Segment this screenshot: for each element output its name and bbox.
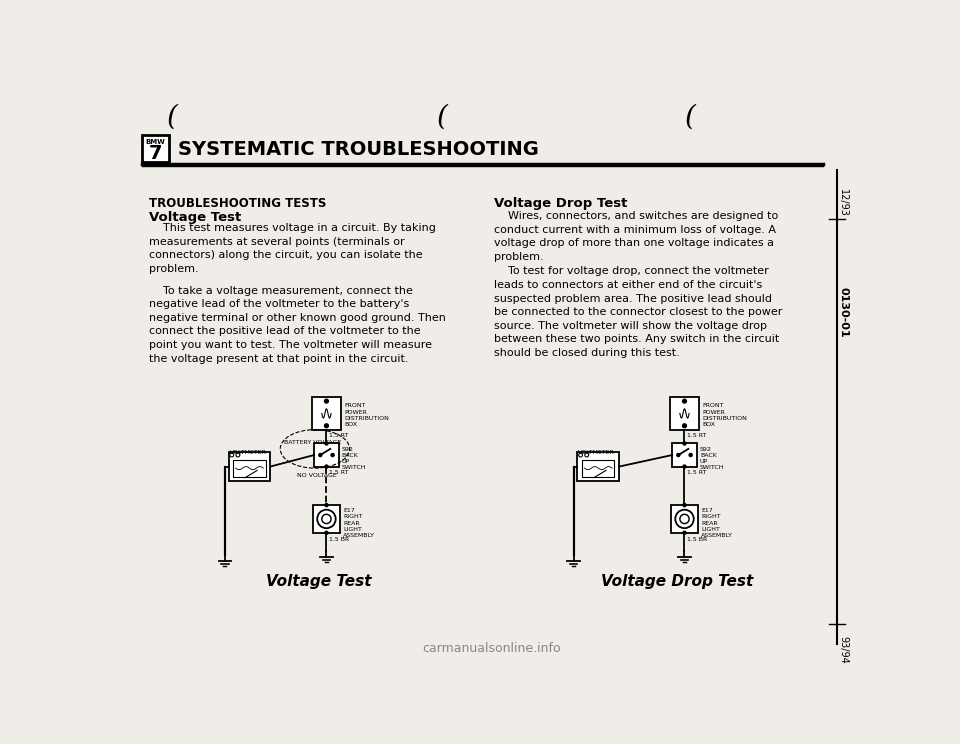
Text: 1.5 BR: 1.5 BR	[328, 536, 349, 542]
Circle shape	[683, 504, 686, 507]
Circle shape	[331, 454, 334, 457]
Text: E17
RIGHT
REAR
LIGHT
ASSEMBLY: E17 RIGHT REAR LIGHT ASSEMBLY	[702, 508, 733, 538]
Bar	[312, 397, 341, 429]
Text: Voltage Test: Voltage Test	[266, 574, 372, 589]
Text: FRONT
POWER
DISTRIBUTION
BOX: FRONT POWER DISTRIBUTION BOX	[702, 403, 747, 427]
Circle shape	[229, 453, 233, 457]
Text: NO VOLTAGE: NO VOLTAGE	[298, 472, 337, 478]
Bar	[228, 452, 271, 481]
Circle shape	[322, 514, 331, 524]
Text: BATTERY VOLTAGE: BATTERY VOLTAGE	[284, 440, 342, 445]
Bar	[671, 505, 698, 533]
Text: E17
RIGHT
REAR
LIGHT
ASSEMBLY: E17 RIGHT REAR LIGHT ASSEMBLY	[344, 508, 375, 538]
Bar	[313, 505, 340, 533]
Text: Wires, connectors, and switches are designed to
conduct current with a minimum l: Wires, connectors, and switches are desi…	[493, 211, 778, 262]
Circle shape	[324, 465, 328, 468]
Bar	[672, 443, 697, 466]
Circle shape	[324, 531, 328, 534]
Text: 0130-01: 0130-01	[838, 287, 848, 338]
Text: 7: 7	[149, 144, 162, 163]
Text: To test for voltage drop, connect the voltmeter
leads to connectors at either en: To test for voltage drop, connect the vo…	[493, 266, 781, 358]
Text: This test measures voltage in a circuit. By taking
measurements at several point: This test measures voltage in a circuit.…	[150, 223, 436, 274]
Text: carmanualsonline.info: carmanualsonline.info	[422, 642, 562, 655]
Bar	[670, 397, 699, 429]
Circle shape	[683, 531, 686, 534]
Bar	[314, 443, 339, 466]
Circle shape	[683, 465, 686, 468]
Text: 93/94: 93/94	[838, 636, 848, 664]
Text: SYSTEMATIC TROUBLESHOOTING: SYSTEMATIC TROUBLESHOOTING	[178, 140, 539, 158]
Circle shape	[689, 454, 692, 457]
Circle shape	[317, 510, 336, 528]
Circle shape	[585, 453, 588, 457]
Text: 1.5 RT: 1.5 RT	[328, 434, 348, 438]
Text: S92
BACK
UP
SWITCH: S92 BACK UP SWITCH	[342, 446, 367, 470]
Bar	[233, 460, 266, 477]
Text: 1.5 RT: 1.5 RT	[328, 470, 348, 475]
Text: (: (	[685, 103, 696, 130]
Circle shape	[683, 400, 686, 403]
Circle shape	[236, 453, 240, 457]
Text: FRONT
POWER
DISTRIBUTION
BOX: FRONT POWER DISTRIBUTION BOX	[344, 403, 389, 427]
Text: (: (	[167, 103, 178, 130]
Circle shape	[324, 504, 328, 507]
Circle shape	[324, 424, 328, 428]
Text: VOLTMETER: VOLTMETER	[578, 449, 615, 455]
Text: Voltage Drop Test: Voltage Drop Test	[493, 197, 627, 210]
Circle shape	[324, 400, 328, 403]
Text: VOLTMETER: VOLTMETER	[229, 449, 266, 455]
Text: TROUBLESHOOTING TESTS: TROUBLESHOOTING TESTS	[150, 197, 326, 210]
Circle shape	[319, 454, 322, 457]
Bar	[578, 452, 619, 481]
Text: (: (	[437, 103, 447, 130]
Text: To take a voltage measurement, connect the
negative lead of the voltmeter to the: To take a voltage measurement, connect t…	[150, 286, 446, 364]
Text: 12/93: 12/93	[838, 190, 848, 217]
Circle shape	[680, 514, 689, 524]
Text: 1.5 RT: 1.5 RT	[686, 470, 707, 475]
Text: 1.5 RT: 1.5 RT	[686, 434, 707, 438]
Circle shape	[675, 510, 694, 528]
Circle shape	[579, 453, 583, 457]
Circle shape	[683, 424, 686, 428]
Bar	[142, 135, 169, 162]
Text: 1.5 BR: 1.5 BR	[686, 536, 708, 542]
Text: BMW: BMW	[145, 139, 165, 145]
Text: Voltage Test: Voltage Test	[150, 211, 242, 224]
Circle shape	[677, 454, 680, 457]
Circle shape	[324, 442, 328, 445]
Bar	[582, 460, 614, 477]
Circle shape	[683, 442, 686, 445]
Text: S92
BACK
UP
SWITCH: S92 BACK UP SWITCH	[700, 446, 725, 470]
Text: Voltage Drop Test: Voltage Drop Test	[601, 574, 753, 589]
